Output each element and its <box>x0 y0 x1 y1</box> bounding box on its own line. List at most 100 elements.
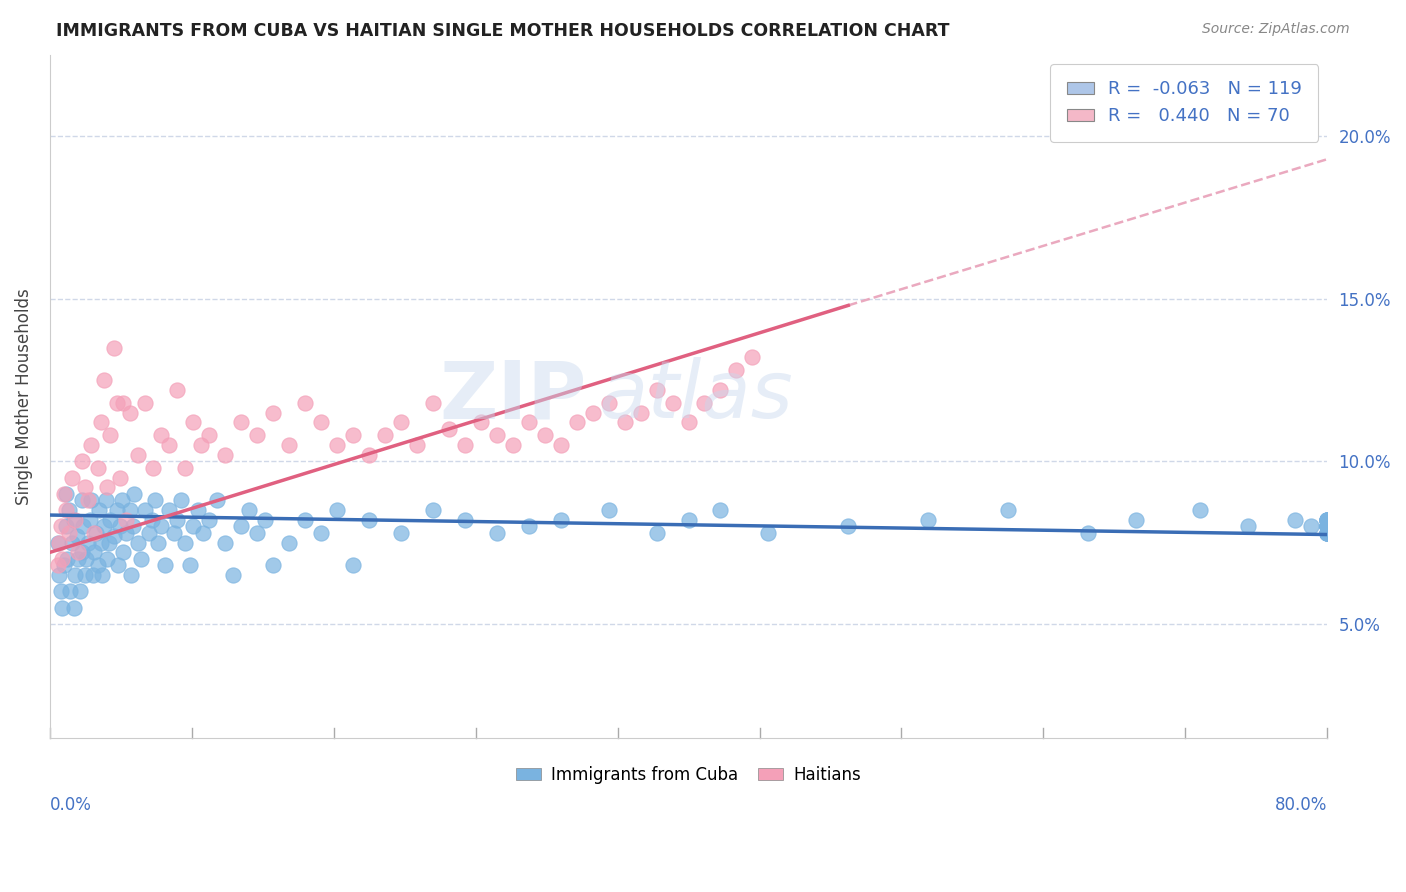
Point <box>359 513 381 527</box>
Point <box>83 525 105 540</box>
Point <box>198 428 221 442</box>
Point <box>108 519 131 533</box>
Point <box>55 519 77 533</box>
Point <box>678 513 700 527</box>
Point <box>105 396 128 410</box>
Point <box>1188 503 1211 517</box>
Point <box>1316 513 1339 527</box>
Point <box>159 438 181 452</box>
Point <box>1077 525 1099 540</box>
Point <box>67 545 90 559</box>
Point <box>134 396 156 410</box>
Point <box>294 396 316 410</box>
Point <box>51 552 73 566</box>
Point <box>174 535 197 549</box>
Point <box>254 513 277 527</box>
Point <box>422 396 444 410</box>
Point <box>174 461 197 475</box>
Point <box>120 568 142 582</box>
Point <box>1316 519 1339 533</box>
Point <box>1316 513 1339 527</box>
Point <box>191 525 214 540</box>
Point <box>517 416 540 430</box>
Point <box>169 493 191 508</box>
Point <box>75 552 97 566</box>
Text: ZIP: ZIP <box>439 358 586 435</box>
Point <box>90 535 112 549</box>
Point <box>112 396 135 410</box>
Point <box>309 525 332 540</box>
Point <box>49 519 72 533</box>
Point <box>630 406 652 420</box>
Point <box>72 519 94 533</box>
Point <box>67 552 90 566</box>
Point <box>150 428 173 442</box>
Point <box>214 535 236 549</box>
Point <box>48 568 70 582</box>
Point <box>115 525 138 540</box>
Point <box>166 513 188 527</box>
Point <box>342 428 364 442</box>
Point <box>389 525 412 540</box>
Point <box>1316 513 1339 527</box>
Point <box>96 480 118 494</box>
Point <box>837 519 859 533</box>
Point <box>645 525 668 540</box>
Point <box>1316 513 1339 527</box>
Point <box>598 396 620 410</box>
Point <box>58 525 80 540</box>
Point <box>565 416 588 430</box>
Point <box>60 471 83 485</box>
Point <box>517 519 540 533</box>
Point <box>238 503 260 517</box>
Point <box>231 416 253 430</box>
Point <box>148 535 170 549</box>
Point <box>1316 513 1339 527</box>
Point <box>153 558 176 573</box>
Point <box>59 584 82 599</box>
Point <box>62 600 84 615</box>
Point <box>115 513 138 527</box>
Point <box>134 503 156 517</box>
Point <box>110 493 132 508</box>
Point <box>80 438 103 452</box>
Point <box>214 448 236 462</box>
Text: atlas: atlas <box>599 358 794 435</box>
Point <box>124 487 146 501</box>
Point <box>454 513 477 527</box>
Point <box>1316 519 1339 533</box>
Point <box>166 383 188 397</box>
Point <box>138 525 160 540</box>
Point <box>309 416 332 430</box>
Point <box>183 416 205 430</box>
Point <box>709 383 731 397</box>
Point <box>406 438 429 452</box>
Point <box>55 487 77 501</box>
Point <box>53 487 76 501</box>
Point <box>613 416 636 430</box>
Point <box>118 406 141 420</box>
Point <box>73 568 96 582</box>
Point <box>77 535 100 549</box>
Point <box>127 535 149 549</box>
Point <box>198 513 221 527</box>
Point <box>502 438 524 452</box>
Point <box>163 525 186 540</box>
Point <box>359 448 381 462</box>
Point <box>1301 519 1323 533</box>
Point <box>550 438 572 452</box>
Point <box>278 535 301 549</box>
Point <box>187 503 209 517</box>
Point <box>112 545 135 559</box>
Point <box>262 558 284 573</box>
Point <box>485 428 508 442</box>
Point <box>1316 525 1339 540</box>
Point <box>454 438 477 452</box>
Point <box>598 503 620 517</box>
Point <box>127 448 149 462</box>
Point <box>83 545 105 559</box>
Point <box>1284 513 1306 527</box>
Point <box>179 558 201 573</box>
Point <box>48 535 70 549</box>
Point <box>183 519 205 533</box>
